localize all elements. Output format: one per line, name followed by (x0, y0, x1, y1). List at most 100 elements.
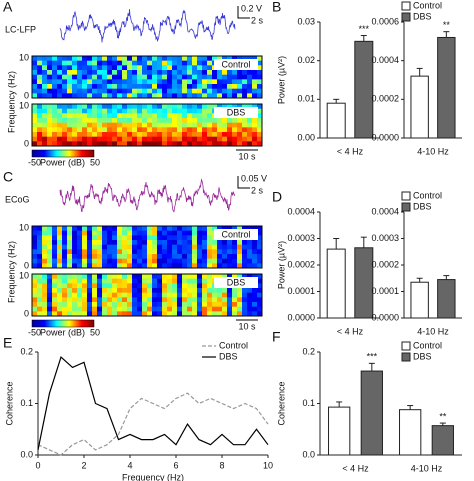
spectrogram-cell (52, 263, 58, 269)
spectrogram-cell (187, 65, 193, 71)
spectrogram-cell (112, 311, 118, 317)
spectrogram-cell (37, 235, 43, 241)
spectrogram-cell (137, 104, 143, 109)
y-tick-label: 0.0003 (287, 233, 315, 243)
spectrogram-cell (77, 88, 83, 94)
spectrogram-cell (142, 244, 148, 250)
spectrogram-cell (37, 122, 43, 128)
spectrogram-cell (87, 283, 93, 289)
spectrogram-cell (67, 104, 73, 109)
spectrogram-cell (52, 60, 58, 66)
spectrogram-cell (237, 74, 243, 80)
spectrogram-cell (252, 127, 258, 133)
spectrogram-cell (252, 56, 258, 61)
spectrogram-cell (147, 258, 153, 264)
spectrogram-cell (202, 278, 208, 284)
spectrogram-cell (227, 258, 233, 264)
spectrogram-cell (52, 141, 58, 147)
spectrogram-cell (187, 283, 193, 289)
spectrogram-cell (112, 240, 118, 245)
spectrogram-cell (167, 249, 173, 255)
spectrogram-cell (202, 302, 208, 307)
spectrogram-cell (122, 230, 128, 236)
spectrogram-cell (97, 93, 103, 99)
spectrogram-cell (177, 141, 183, 147)
spectrogram-cell (67, 60, 73, 66)
spectrogram-cell (122, 274, 128, 279)
x-tick-label: 4-10 Hz (411, 463, 443, 473)
spectrogram-cell (47, 113, 53, 119)
spectrogram-cell (192, 132, 198, 137)
spectrogram-cell (62, 278, 68, 284)
spectrogram-cell (127, 258, 133, 264)
spectrogram-cell (132, 288, 138, 293)
spectrogram-cell (247, 306, 253, 312)
spectrogram-cell (197, 240, 203, 245)
spectrogram-cell (152, 306, 158, 312)
spectrogram-cell (77, 127, 83, 133)
spectrogram-frame (31, 225, 263, 269)
spectrogram-cell (257, 56, 263, 61)
spectrogram-cell (172, 136, 178, 142)
spectrogram-cell (57, 56, 63, 61)
spectrogram-cell (217, 93, 223, 99)
spectrogram-cell (47, 306, 53, 312)
spectrogram-cell (112, 127, 118, 133)
spectrogram-cell (137, 274, 143, 279)
spectrogram-cell (132, 84, 138, 89)
spectrogram-cell (222, 79, 228, 85)
spectrogram-cell (167, 74, 173, 80)
spectrogram-cell (212, 56, 218, 61)
spectrogram-cell (212, 302, 218, 307)
spectrogram-cell (47, 93, 53, 99)
y-tick-label: 0.0000 (371, 312, 399, 322)
spectrogram-cell (172, 79, 178, 85)
spectrogram-cell (147, 93, 153, 99)
x-tick-label: 4-10 Hz (417, 326, 449, 336)
spectrogram-cell (127, 302, 133, 307)
spectrogram-cell (122, 56, 128, 61)
spectrogram-cell (237, 288, 243, 293)
spectrogram-cell (112, 104, 118, 109)
spectrogram-cell (67, 226, 73, 231)
spectrogram-cell (222, 249, 228, 255)
spectrogram-cell (62, 311, 68, 317)
spectrogram-cell (37, 230, 43, 236)
spectrogram-cell (212, 274, 218, 279)
spectrogram-cell (117, 88, 123, 94)
spectrogram-cell (227, 104, 233, 109)
panel-label: C (3, 169, 13, 185)
spectrogram-cell (102, 79, 108, 85)
spectrogram-cell (67, 230, 73, 236)
spectrogram-cell (167, 93, 173, 99)
spectrogram-cell (242, 127, 248, 133)
spectrogram-cell (222, 297, 228, 303)
spectrogram-cell (197, 70, 203, 75)
spectrogram-cell (232, 141, 238, 147)
spectrogram-cell (112, 263, 118, 269)
spectrogram-cell (117, 288, 123, 293)
spectrogram-cell (107, 136, 113, 142)
spectrogram-cell (117, 79, 123, 85)
spectrogram-cell (32, 311, 38, 317)
spectrogram-cell (32, 93, 38, 99)
spectrogram-cell (52, 122, 58, 128)
spectrogram-cell (152, 274, 158, 279)
spectrogram-cell (187, 311, 193, 317)
spectrogram-cell (52, 306, 58, 312)
spectrogram-cell (92, 278, 98, 284)
spectrogram-cell (62, 288, 68, 293)
spectrogram-cell (132, 113, 138, 119)
spectrogram-cell (192, 278, 198, 284)
spectrogram-cell (97, 122, 103, 128)
spectrogram-cell (257, 74, 263, 80)
spectrogram-cell (212, 297, 218, 303)
spectrogram-cell (172, 297, 178, 303)
spectrogram-cell (207, 74, 213, 80)
spectrogram-cell (197, 302, 203, 307)
spectrogram-cell (232, 56, 238, 61)
spectrogram-cell (62, 132, 68, 137)
spectrogram-cell (252, 88, 258, 94)
spectrogram-cell (237, 226, 243, 231)
spectrogram-cell (192, 113, 198, 119)
